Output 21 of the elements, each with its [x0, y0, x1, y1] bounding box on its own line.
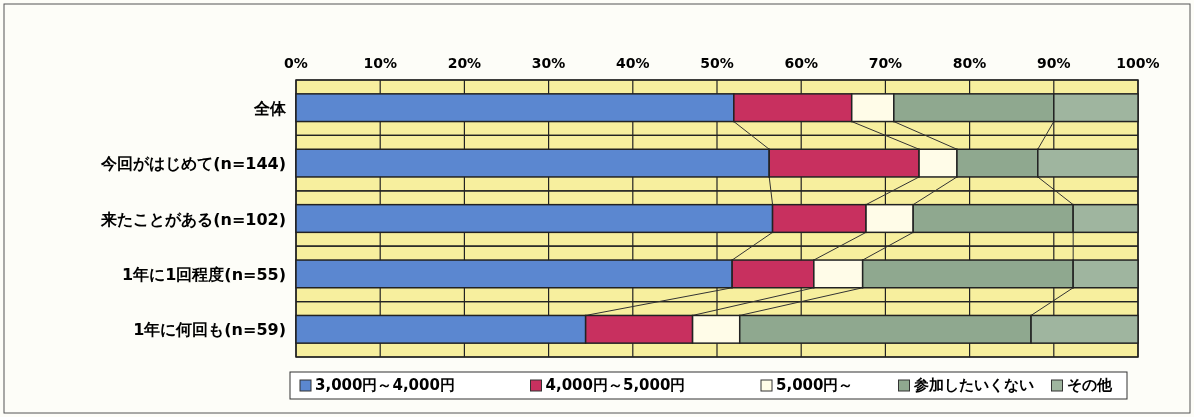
- x-tick-label: 30%: [531, 55, 566, 71]
- x-tick-label: 10%: [363, 55, 397, 71]
- x-tick-label: 70%: [868, 55, 903, 71]
- y-tick-label: 全体: [253, 98, 287, 118]
- y-tick-label: 来たことがある(n=102): [100, 209, 286, 229]
- x-tick-label: 90%: [1037, 55, 1071, 71]
- x-tick-label: 60%: [784, 55, 818, 71]
- y-tick-label: 1年に1回程度(n=55): [122, 264, 286, 284]
- legend-label: 5,000円～: [776, 376, 854, 394]
- legend-label: 参加したいくない: [912, 376, 1034, 394]
- x-tick-label: 80%: [952, 55, 987, 71]
- x-tick-label: 50%: [700, 55, 734, 71]
- x-tick-label: 100%: [1116, 55, 1160, 71]
- x-tick-label: 40%: [616, 55, 650, 71]
- legend-label: 4,000円～5,000円: [545, 376, 686, 394]
- legend-label: その他: [1066, 376, 1113, 394]
- y-tick-label: 今回がはじめて(n=144): [100, 154, 286, 174]
- legend-label: 3,000円～4,000円: [315, 376, 455, 394]
- x-tick-label: 20%: [447, 55, 482, 71]
- y-tick-label: 1年に何回も(n=59): [133, 320, 286, 340]
- x-tick-label: 0%: [284, 55, 308, 71]
